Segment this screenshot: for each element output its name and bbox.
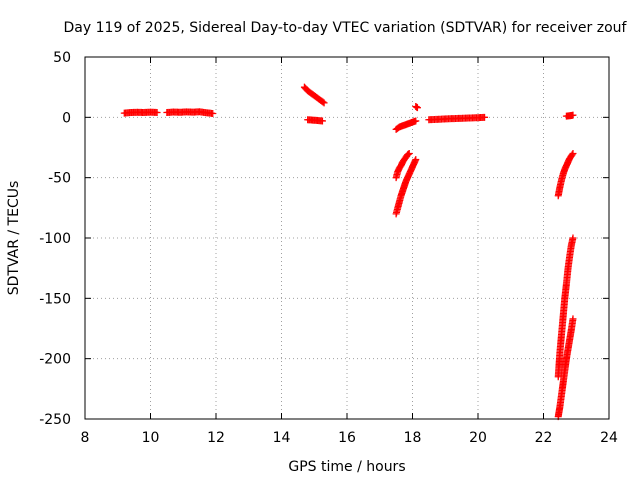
y-tick-label: -100	[39, 231, 71, 247]
chart-title: Day 119 of 2025, Sidereal Day-to-day VTE…	[64, 20, 628, 36]
y-axis-title: SDTVAR / TECUs	[6, 181, 22, 296]
series-arc-i	[392, 156, 420, 218]
x-tick-label: 10	[142, 430, 160, 446]
series-arc-k	[562, 111, 577, 120]
series-arc-j	[554, 150, 577, 200]
plot-area-border	[84, 56, 610, 420]
data-point	[320, 99, 328, 107]
data-point	[481, 113, 489, 121]
x-tick-label: 22	[535, 430, 553, 446]
y-tick-label: -150	[39, 291, 71, 307]
data-point	[569, 150, 577, 158]
data-point	[318, 117, 326, 125]
grid-lines	[85, 57, 609, 419]
x-tick-label: 20	[469, 430, 487, 446]
tick-labels: 8 10 12 14 16 18 20 22 24 50 0 -50 -100 -150 -200 -250	[39, 50, 618, 446]
y-tick-label: 0	[62, 110, 71, 126]
y-tick-label: -250	[39, 412, 71, 428]
x-tick-label: 14	[273, 430, 291, 446]
y-tick-label: -50	[48, 171, 71, 187]
x-axis-title: GPS time / hours	[288, 459, 405, 475]
y-tick-label: 50	[53, 50, 71, 66]
series-arc-l	[554, 234, 577, 381]
data-point	[568, 151, 576, 159]
x-tick-label: 8	[81, 430, 90, 446]
x-tick-label: 12	[207, 430, 225, 446]
data-point	[153, 109, 161, 117]
data-point	[569, 234, 577, 242]
series-arc-c	[300, 83, 328, 107]
data-points	[120, 83, 577, 421]
data-point	[405, 150, 413, 158]
y-tick-label: -200	[39, 352, 71, 368]
data-point	[412, 117, 420, 125]
series-arc-b	[163, 108, 217, 117]
series-arc-e	[392, 117, 420, 133]
series-arc-g	[425, 113, 489, 124]
x-tick-label: 18	[404, 430, 422, 446]
data-point	[319, 98, 327, 106]
data-point	[413, 104, 421, 112]
x-tick-label: 24	[600, 430, 618, 446]
data-point	[569, 315, 577, 323]
data-point	[209, 109, 217, 117]
series-arc-f	[412, 102, 421, 112]
data-point	[569, 111, 577, 119]
x-tick-label: 16	[338, 430, 356, 446]
series-arc-a	[120, 108, 161, 117]
series-arc-h	[392, 150, 413, 182]
data-point	[412, 156, 420, 164]
series-arc-d	[304, 116, 326, 125]
series-arc-m	[554, 315, 577, 421]
